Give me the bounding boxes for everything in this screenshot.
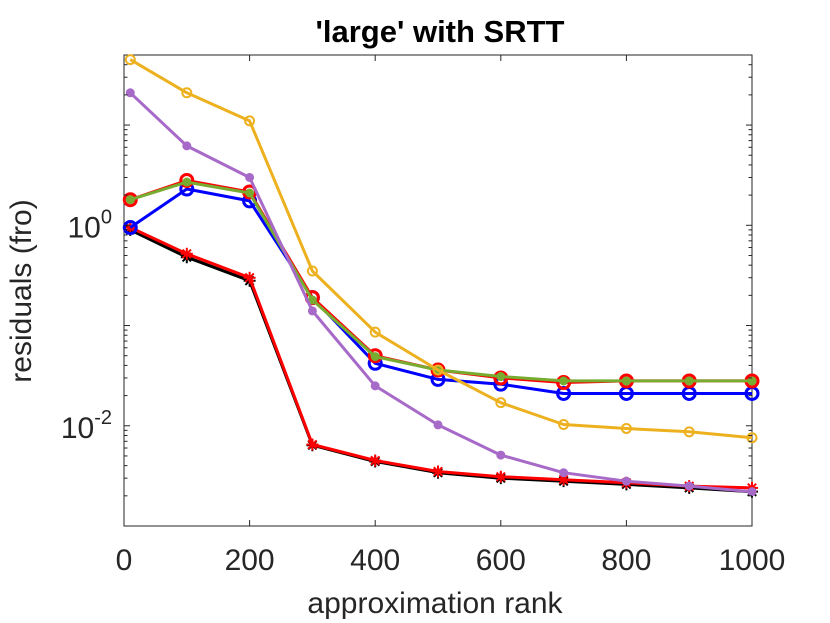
series-blue-circle: [122, 181, 760, 401]
y-tick-label: 100: [68, 206, 113, 244]
data-point: [496, 450, 506, 460]
x-tick-label: 400: [350, 544, 400, 577]
x-tick-label: 200: [225, 544, 275, 577]
data-point: [124, 221, 137, 234]
data-point: [495, 397, 507, 409]
x-tick-label: 600: [476, 544, 526, 577]
series-line-yellow-circle: [129, 58, 753, 440]
data-point: [684, 481, 694, 491]
data-point: [559, 468, 569, 478]
data-point: [747, 487, 757, 497]
data-point: [367, 348, 383, 364]
series-layer: [122, 54, 760, 498]
data-point: [307, 306, 317, 316]
data-point: [245, 188, 255, 198]
data-point: [370, 352, 380, 362]
data-point: [747, 376, 757, 386]
data-point: [621, 476, 631, 486]
x-tick-label: 0: [116, 544, 133, 577]
data-point: [558, 418, 570, 430]
data-point: [370, 381, 380, 391]
data-point: [306, 265, 318, 277]
data-point: [182, 141, 192, 151]
data-point: [245, 172, 255, 182]
plot-area: [123, 54, 753, 527]
data-point: [182, 177, 192, 187]
data-point: [746, 432, 758, 444]
chart-title: 'large' with SRTT: [316, 14, 565, 49]
data-point: [620, 422, 632, 434]
data-point: [180, 247, 193, 260]
series-line-blue-circle: [129, 187, 752, 395]
data-point: [181, 87, 193, 99]
y-axis-label: residuals (fro): [5, 199, 38, 382]
series-yellow-circle: [124, 54, 758, 444]
x-tick-label: 1000: [719, 544, 786, 577]
data-point: [306, 438, 319, 451]
data-point: [125, 88, 135, 98]
plot-frame: [123, 54, 753, 527]
x-axis-label: approximation rank: [307, 587, 563, 620]
y-tick-label: 10-2: [61, 407, 112, 445]
data-point: [122, 192, 138, 208]
data-point: [122, 220, 138, 236]
data-point: [683, 426, 695, 438]
data-point: [432, 465, 444, 478]
data-point: [496, 372, 506, 382]
data-point: [244, 115, 256, 127]
data-point: [559, 376, 569, 386]
data-point: [243, 271, 256, 284]
data-point: [433, 420, 443, 430]
data-point: [124, 54, 136, 66]
x-tick-label: 800: [601, 544, 651, 577]
axis-ticks: 0 200 400 600 800 1000 100 10-2: [61, 54, 786, 577]
data-point: [684, 376, 694, 386]
data-point: [125, 195, 135, 205]
data-point: [432, 364, 444, 376]
data-point: [621, 376, 631, 386]
data-point: [369, 326, 381, 338]
data-point: [557, 473, 570, 486]
series-purple-dot: [125, 88, 757, 497]
data-point: [494, 470, 507, 483]
data-point: [369, 454, 382, 467]
